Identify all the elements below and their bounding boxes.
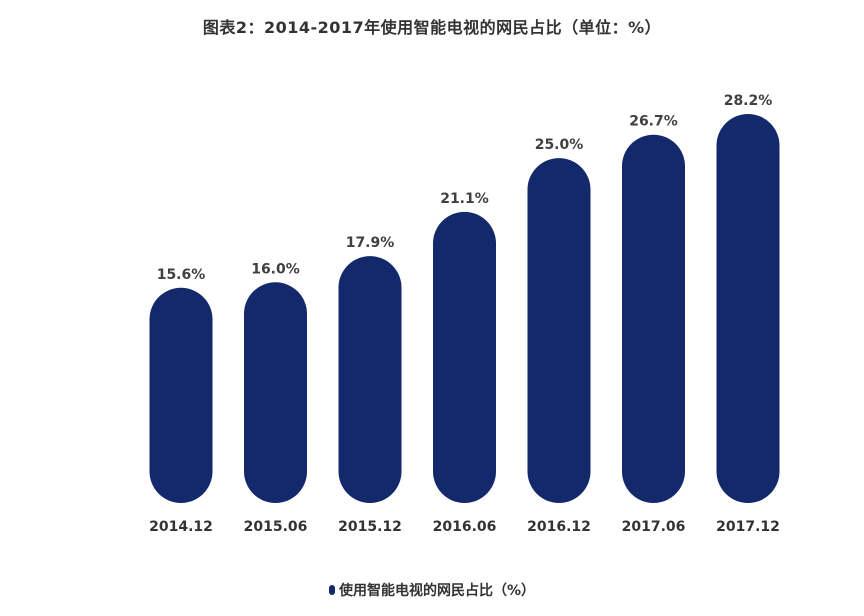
x-tick-label-2017.06: 2017.06 [622,519,686,535]
bar-2014.12 [149,287,213,503]
data-label-2016.12: 25.0% [535,137,584,153]
data-label-2015.06: 16.0% [251,261,300,277]
chart-title: 图表2：2014-2017年使用智能电视的网民占比（单位：%） [202,18,662,37]
data-label-2016.06: 21.1% [440,191,489,207]
bar-2017.12 [716,114,780,503]
x-tick-label-2016.06: 2016.06 [433,519,497,535]
data-label-2015.12: 17.9% [346,235,395,251]
legend-label: 使用智能电视的网民占比（%） [338,583,536,599]
bar-2016.06 [433,211,496,503]
data-label-2017.12: 28.2% [724,93,773,109]
x-tick-label-2017.12: 2017.12 [716,519,780,535]
legend: 使用智能电视的网民占比（%） [0,580,864,600]
x-tick-label-2016.12: 2016.12 [527,519,591,535]
bar-2015.12 [338,256,402,503]
data-label-2014.12: 15.6% [157,267,206,283]
x-tick-label-2014.12: 2014.12 [149,519,213,535]
legend-swatch [328,585,335,595]
bar-2017.06 [622,134,685,503]
data-label-2017.06: 26.7% [629,114,678,130]
bar-2015.06 [244,282,307,503]
x-tick-label-2015.12: 2015.12 [338,519,402,535]
x-tick-label-2015.06: 2015.06 [244,519,308,535]
bar-2016.12 [527,158,591,503]
